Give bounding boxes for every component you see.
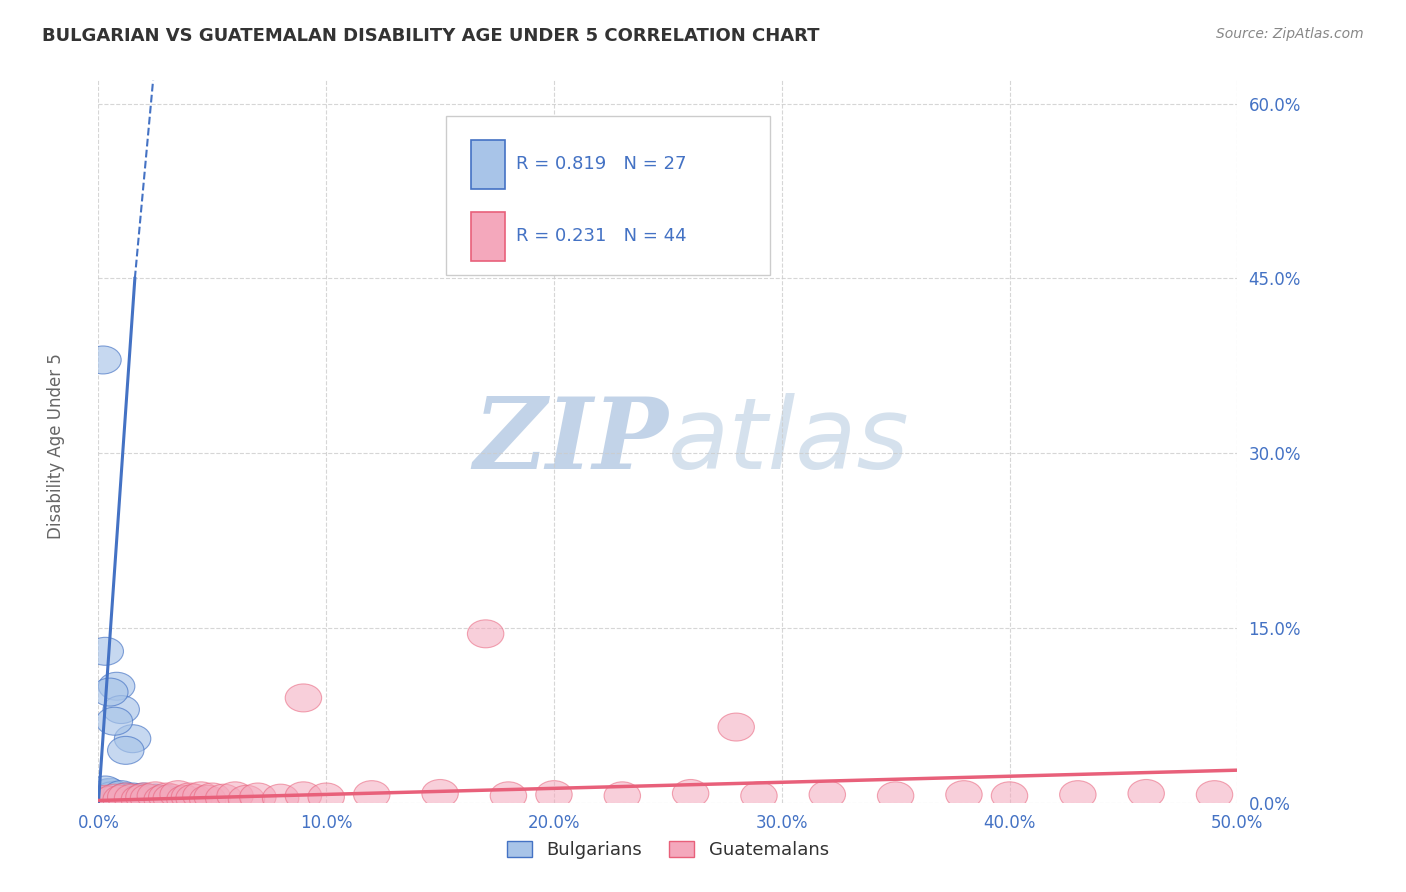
Ellipse shape: [87, 776, 124, 804]
Ellipse shape: [183, 781, 219, 810]
Ellipse shape: [190, 785, 226, 814]
Text: Source: ZipAtlas.com: Source: ZipAtlas.com: [1216, 27, 1364, 41]
Ellipse shape: [98, 673, 135, 700]
Ellipse shape: [103, 696, 139, 723]
Legend: Bulgarians, Guatemalans: Bulgarians, Guatemalans: [499, 833, 837, 866]
Ellipse shape: [138, 784, 173, 812]
Ellipse shape: [672, 780, 709, 807]
Ellipse shape: [1197, 780, 1233, 809]
Ellipse shape: [153, 784, 190, 812]
Ellipse shape: [205, 784, 242, 812]
Text: R = 0.819   N = 27: R = 0.819 N = 27: [516, 155, 688, 173]
Ellipse shape: [991, 781, 1028, 810]
Text: BULGARIAN VS GUATEMALAN DISABILITY AGE UNDER 5 CORRELATION CHART: BULGARIAN VS GUATEMALAN DISABILITY AGE U…: [42, 27, 820, 45]
FancyBboxPatch shape: [471, 211, 505, 260]
Text: atlas: atlas: [668, 393, 910, 490]
Ellipse shape: [491, 781, 527, 810]
Ellipse shape: [90, 780, 125, 807]
Ellipse shape: [84, 346, 121, 374]
Ellipse shape: [239, 783, 276, 811]
Ellipse shape: [946, 780, 983, 809]
Text: R = 0.231   N = 44: R = 0.231 N = 44: [516, 227, 688, 245]
Ellipse shape: [167, 785, 204, 814]
Ellipse shape: [263, 784, 299, 812]
Ellipse shape: [808, 780, 845, 809]
Ellipse shape: [87, 784, 124, 812]
Text: ZIP: ZIP: [472, 393, 668, 490]
Ellipse shape: [91, 787, 128, 814]
Ellipse shape: [91, 678, 128, 706]
Ellipse shape: [107, 783, 143, 811]
Ellipse shape: [138, 781, 173, 810]
Ellipse shape: [107, 737, 143, 764]
Ellipse shape: [1060, 780, 1097, 809]
Ellipse shape: [107, 783, 143, 811]
Ellipse shape: [131, 784, 167, 812]
Ellipse shape: [718, 713, 755, 741]
Ellipse shape: [114, 784, 150, 812]
Ellipse shape: [353, 780, 389, 809]
Ellipse shape: [125, 783, 162, 811]
Ellipse shape: [308, 783, 344, 811]
Ellipse shape: [94, 781, 131, 810]
Ellipse shape: [422, 780, 458, 807]
Text: Disability Age Under 5: Disability Age Under 5: [48, 353, 65, 539]
Ellipse shape: [125, 783, 162, 811]
Ellipse shape: [467, 620, 503, 648]
Ellipse shape: [121, 785, 157, 814]
Ellipse shape: [103, 785, 139, 814]
Ellipse shape: [103, 780, 139, 809]
Ellipse shape: [114, 724, 150, 753]
Ellipse shape: [90, 785, 125, 814]
Ellipse shape: [605, 781, 641, 810]
Ellipse shape: [91, 779, 128, 806]
Ellipse shape: [96, 784, 132, 812]
FancyBboxPatch shape: [446, 117, 770, 276]
Ellipse shape: [96, 783, 132, 811]
Ellipse shape: [91, 783, 128, 811]
Ellipse shape: [194, 783, 231, 811]
Ellipse shape: [228, 785, 264, 814]
Ellipse shape: [87, 781, 124, 810]
Ellipse shape: [149, 785, 186, 814]
Ellipse shape: [217, 781, 253, 810]
FancyBboxPatch shape: [471, 139, 505, 189]
Ellipse shape: [143, 785, 180, 814]
Ellipse shape: [98, 784, 135, 812]
Ellipse shape: [87, 637, 124, 665]
Ellipse shape: [149, 783, 186, 811]
Ellipse shape: [87, 785, 124, 814]
Ellipse shape: [285, 684, 322, 712]
Ellipse shape: [176, 784, 212, 812]
Ellipse shape: [114, 783, 150, 811]
Ellipse shape: [94, 784, 131, 812]
Ellipse shape: [285, 781, 322, 810]
Ellipse shape: [877, 781, 914, 810]
Ellipse shape: [1128, 780, 1164, 807]
Ellipse shape: [741, 781, 778, 810]
Ellipse shape: [121, 784, 157, 812]
Ellipse shape: [84, 785, 121, 814]
Ellipse shape: [160, 780, 197, 809]
Ellipse shape: [172, 783, 208, 811]
Ellipse shape: [536, 780, 572, 809]
Ellipse shape: [96, 707, 132, 735]
